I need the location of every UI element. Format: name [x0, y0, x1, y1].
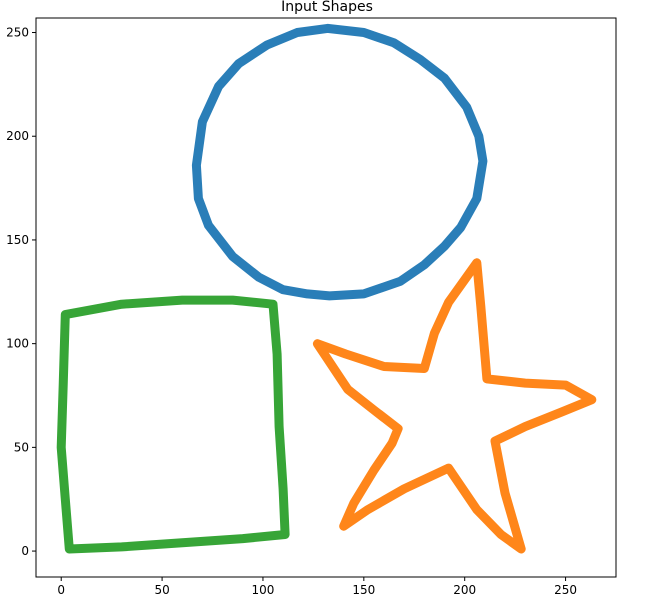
x-tick-label-3: 150 [352, 583, 375, 597]
y-tick-label-3: 150 [6, 233, 29, 247]
x-tick-label-5: 250 [554, 583, 577, 597]
y-tick-label-4: 200 [6, 129, 29, 143]
x-axis: 0 50 100 150 200 250 [57, 577, 577, 597]
series-line-2 [56, 295, 290, 554]
chart-title: Input Shapes [281, 0, 373, 15]
y-tick-label-2: 100 [6, 337, 29, 351]
series-layer [56, 23, 597, 554]
y-tick-label-1: 50 [14, 440, 29, 454]
plot-frame [35, 17, 617, 578]
x-tick-label-1: 50 [154, 583, 169, 597]
x-tick-label-0: 0 [57, 583, 65, 597]
series-line-0 [191, 23, 488, 301]
y-tick-label-0: 0 [21, 544, 29, 558]
y-tick-label-5: 250 [6, 26, 29, 40]
y-axis: 0 50 100 150 200 250 [6, 26, 36, 558]
series-line-1 [312, 258, 597, 554]
x-tick-label-4: 200 [453, 583, 476, 597]
x-tick-label-2: 100 [252, 583, 275, 597]
